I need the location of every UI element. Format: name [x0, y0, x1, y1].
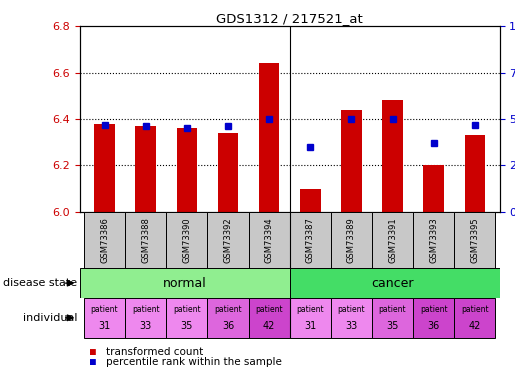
Text: patient: patient — [461, 305, 489, 314]
Bar — [454, 298, 495, 338]
Bar — [84, 212, 125, 268]
Bar — [218, 133, 238, 212]
Text: ■: ■ — [90, 347, 96, 357]
Bar — [94, 124, 115, 212]
Bar — [341, 110, 362, 212]
Text: patient: patient — [420, 305, 448, 314]
Bar — [166, 212, 208, 268]
Bar — [208, 212, 249, 268]
Bar — [423, 165, 444, 212]
Text: patient: patient — [214, 305, 242, 314]
Bar — [413, 298, 454, 338]
Bar — [331, 212, 372, 268]
Text: GSM73387: GSM73387 — [306, 217, 315, 263]
Bar — [372, 298, 413, 338]
Bar — [289, 268, 500, 298]
Bar — [300, 189, 320, 212]
Text: GSM73388: GSM73388 — [141, 217, 150, 263]
Bar — [125, 298, 166, 338]
Text: individual: individual — [23, 313, 77, 323]
Text: patient: patient — [173, 305, 201, 314]
Bar — [259, 63, 280, 212]
Bar — [289, 212, 331, 268]
Title: GDS1312 / 217521_at: GDS1312 / 217521_at — [216, 12, 363, 25]
Text: transformed count: transformed count — [106, 347, 203, 357]
Text: disease state: disease state — [3, 278, 77, 288]
Bar — [84, 298, 125, 338]
Text: GSM73389: GSM73389 — [347, 217, 356, 263]
Bar — [413, 212, 454, 268]
Bar — [465, 135, 485, 212]
Text: 35: 35 — [386, 321, 399, 332]
Text: GSM73391: GSM73391 — [388, 217, 397, 263]
Text: GSM73395: GSM73395 — [470, 217, 479, 263]
Text: GSM73392: GSM73392 — [224, 217, 232, 263]
Text: GSM73386: GSM73386 — [100, 217, 109, 263]
Text: 36: 36 — [427, 321, 440, 332]
Text: cancer: cancer — [371, 277, 414, 290]
Bar — [135, 126, 156, 212]
Text: patient: patient — [379, 305, 406, 314]
Text: 31: 31 — [98, 321, 111, 332]
Bar — [372, 212, 413, 268]
Bar — [166, 298, 208, 338]
Text: GSM73393: GSM73393 — [429, 217, 438, 263]
Text: patient: patient — [91, 305, 118, 314]
Text: patient: patient — [338, 305, 365, 314]
Text: 36: 36 — [222, 321, 234, 332]
Bar — [249, 298, 290, 338]
Text: 42: 42 — [263, 321, 276, 332]
Text: ■: ■ — [90, 357, 96, 367]
Text: 35: 35 — [181, 321, 193, 332]
Bar — [382, 100, 403, 212]
Bar — [289, 298, 331, 338]
Text: GSM73390: GSM73390 — [182, 217, 191, 263]
Bar — [125, 212, 166, 268]
Bar — [80, 268, 289, 298]
Text: patient: patient — [255, 305, 283, 314]
Text: GSM73394: GSM73394 — [265, 217, 273, 263]
Bar — [454, 212, 495, 268]
Text: 33: 33 — [140, 321, 152, 332]
Text: 42: 42 — [469, 321, 481, 332]
Bar — [177, 128, 197, 212]
Text: percentile rank within the sample: percentile rank within the sample — [106, 357, 282, 367]
Bar — [249, 212, 290, 268]
Text: patient: patient — [297, 305, 324, 314]
Text: 33: 33 — [345, 321, 357, 332]
Bar — [331, 298, 372, 338]
Bar — [208, 298, 249, 338]
Text: patient: patient — [132, 305, 160, 314]
Text: normal: normal — [163, 277, 207, 290]
Text: 31: 31 — [304, 321, 316, 332]
